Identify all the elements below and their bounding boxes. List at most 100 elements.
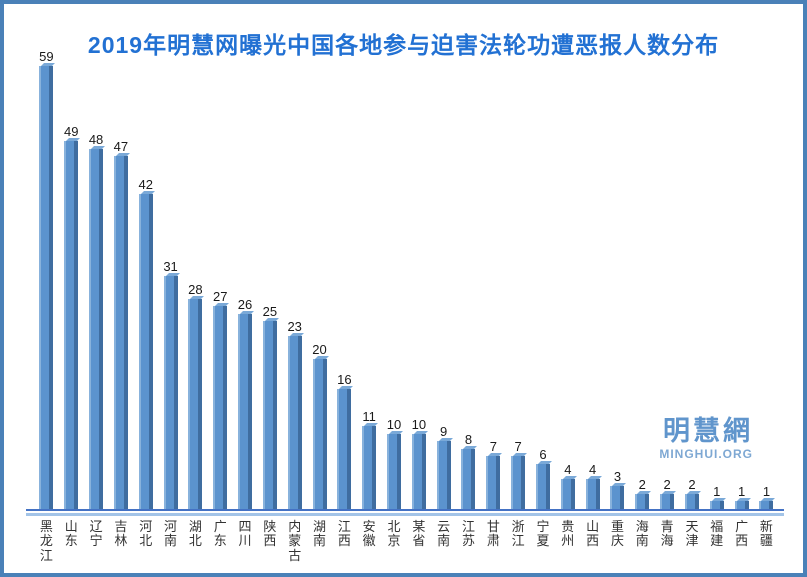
category-label: 福 建 xyxy=(710,519,724,549)
bar xyxy=(262,321,277,509)
bar xyxy=(39,66,54,509)
bar-column: 3 xyxy=(605,470,630,509)
bar-column: 10 xyxy=(382,418,407,509)
bar-value-label: 31 xyxy=(163,259,178,274)
bar-value-label: 3 xyxy=(613,469,622,484)
bar-value-label: 25 xyxy=(262,304,278,319)
bar xyxy=(411,434,426,509)
bar-value-label: 47 xyxy=(113,139,129,154)
bar-column: 28 xyxy=(183,283,208,509)
bar-value-label: 1 xyxy=(737,484,746,499)
category-label: 陕 西 xyxy=(263,519,277,549)
category-label: 黑 龙 江 xyxy=(39,519,53,563)
bar-column: 1 xyxy=(729,485,754,509)
bar xyxy=(461,449,476,509)
bar-value-label: 42 xyxy=(138,177,153,192)
category-label: 云 南 xyxy=(437,519,451,549)
category-label: 内 蒙 古 xyxy=(288,519,302,563)
bar-column: 8 xyxy=(456,433,481,509)
category-label: 辽 宁 xyxy=(89,519,103,549)
bar-column: 1 xyxy=(704,485,729,509)
bar-column: 1 xyxy=(754,485,779,509)
category-label: 河 北 xyxy=(139,519,153,549)
bar-value-label: 49 xyxy=(64,124,79,139)
bar-column: 6 xyxy=(531,448,556,509)
plot-area: 59 49 48 47 42 31 28 27 26 25 23 20 16 11 10 10 9 8 7 7 6 4 4 3… xyxy=(34,44,779,509)
bar xyxy=(188,299,203,509)
bar xyxy=(709,501,724,509)
bar-column: 7 xyxy=(506,440,531,509)
bar-value-label: 26 xyxy=(237,297,253,312)
category-label: 山 西 xyxy=(586,519,600,549)
category-label: 宁 夏 xyxy=(536,519,550,549)
bar xyxy=(610,486,625,509)
bar-column: 20 xyxy=(307,343,332,509)
bar-value-label: 8 xyxy=(464,432,473,447)
bar xyxy=(635,494,650,509)
bar xyxy=(759,501,774,509)
bar-value-label: 28 xyxy=(188,282,203,297)
bar xyxy=(560,479,575,509)
bar-column: 2 xyxy=(680,478,705,509)
category-label: 湖 北 xyxy=(188,519,202,549)
bar-column: 10 xyxy=(406,418,431,509)
bar xyxy=(387,434,401,509)
bar-column: 4 xyxy=(580,463,605,509)
bar xyxy=(684,494,699,509)
bar xyxy=(113,156,128,509)
bar-column: 23 xyxy=(282,320,307,509)
bar-value-label: 10 xyxy=(411,417,427,432)
x-axis-labels-row: 黑 龙 江山 东辽 宁吉 林河 北河 南湖 北广 东四 川陕 西内 蒙 古湖 南… xyxy=(34,519,779,563)
category-label: 四 川 xyxy=(238,519,252,549)
category-label: 河 南 xyxy=(164,519,178,549)
category-label: 江 西 xyxy=(337,519,351,549)
category-label: 浙 江 xyxy=(511,519,525,549)
bar-value-label: 1 xyxy=(762,484,771,499)
watermark-domain-text: MINGHUI.ORG xyxy=(659,447,753,461)
bar-column: 42 xyxy=(133,178,158,509)
bar-value-label: 16 xyxy=(337,372,352,387)
category-label: 天 津 xyxy=(685,519,699,549)
category-label: 重 庆 xyxy=(610,519,624,549)
bar xyxy=(138,194,153,509)
category-label: 海 南 xyxy=(635,519,649,549)
bar-value-label: 4 xyxy=(589,462,597,477)
bar-value-label: 11 xyxy=(362,409,376,424)
bar-value-label: 20 xyxy=(312,342,327,357)
bar xyxy=(436,441,451,509)
bar-value-label: 6 xyxy=(539,447,547,462)
watermark-logo-text: 明慧網 xyxy=(663,416,753,446)
bar xyxy=(163,276,178,509)
bar-value-label: 2 xyxy=(638,477,646,492)
bar-column: 4 xyxy=(555,463,580,509)
bar-value-label: 1 xyxy=(713,484,721,499)
bar-column: 16 xyxy=(332,373,357,509)
bar xyxy=(312,359,327,509)
category-label: 贵 州 xyxy=(561,519,575,549)
category-label: 甘 肃 xyxy=(486,519,500,549)
bar-column: 49 xyxy=(59,125,84,509)
bar-column: 2 xyxy=(655,478,680,509)
bar xyxy=(238,314,253,509)
bars-row: 59 49 48 47 42 31 28 27 26 25 23 20 16 11 10 10 9 8 7 7 6 4 4 3… xyxy=(34,44,779,509)
bar xyxy=(585,479,600,509)
bar-value-label: 27 xyxy=(212,289,228,304)
bar-column: 11 xyxy=(357,410,382,509)
bar-value-label: 7 xyxy=(489,439,497,454)
bar-value-label: 2 xyxy=(688,477,696,492)
category-label: 北 京 xyxy=(387,519,401,549)
bar xyxy=(89,149,104,509)
category-label: 安 徽 xyxy=(362,519,376,549)
bar xyxy=(511,456,526,509)
category-label: 青 海 xyxy=(660,519,674,549)
category-label: 湖 南 xyxy=(313,519,327,549)
category-label: 广 东 xyxy=(213,519,227,549)
bar xyxy=(287,336,302,509)
category-label: 江 苏 xyxy=(461,519,475,549)
category-label: 山 东 xyxy=(64,519,78,549)
chart-title: 2019年明慧网曝光中国各地参与迫害法轮功遭恶报人数分布 xyxy=(87,32,720,58)
bar-column: 59 xyxy=(34,50,59,509)
bar-column: 2 xyxy=(630,478,655,509)
bar xyxy=(660,494,675,509)
